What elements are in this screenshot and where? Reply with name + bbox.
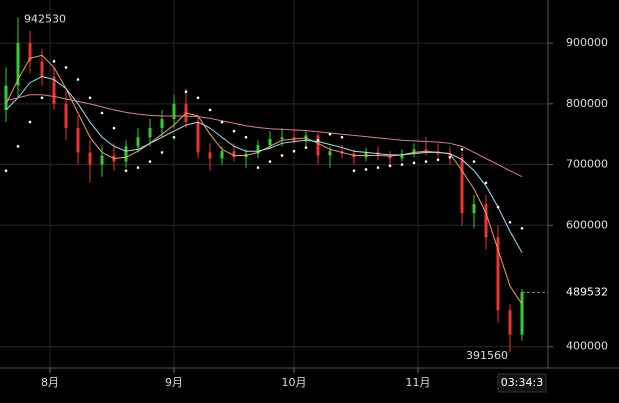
sar-dot [436, 158, 440, 162]
candle-body [88, 152, 92, 165]
sar-dot [28, 120, 32, 124]
x-tick-label: 10月 [282, 376, 307, 389]
sar-dot [208, 108, 212, 112]
sar-dot [112, 126, 116, 130]
sar-dot [268, 160, 272, 163]
candle-body [28, 43, 32, 62]
sar-dot [328, 132, 332, 136]
x-tick-label: 8月 [41, 376, 59, 389]
candle-body [508, 310, 512, 335]
sar-dot [316, 138, 320, 142]
sar-dot [172, 135, 176, 139]
candle-body [364, 152, 368, 158]
sar-dot [196, 96, 200, 100]
y-tick-label: 400000 [566, 340, 608, 353]
candle-body [376, 152, 380, 157]
candle-body [76, 128, 80, 153]
candle-body [280, 137, 284, 140]
sar-dot [376, 166, 380, 169]
candle-body [196, 122, 200, 153]
candle-body [172, 103, 176, 120]
candle-body [316, 135, 320, 156]
sar-dot [388, 164, 392, 168]
candle-body [472, 204, 476, 214]
sar-dot [412, 161, 416, 165]
time-label: 03:34:3 [501, 376, 543, 389]
candle-body [100, 155, 104, 165]
y-tick-label: 600000 [566, 218, 608, 231]
sar-dot [220, 120, 224, 124]
sar-dot [40, 96, 44, 100]
candle-body [64, 103, 68, 129]
sar-dot [16, 145, 20, 148]
sar-dot [448, 155, 452, 159]
sar-dot [364, 168, 368, 171]
sar-dot [304, 146, 308, 149]
sar-dot [64, 66, 68, 69]
moving-average [5, 94, 523, 178]
sar-dot [472, 160, 476, 163]
sar-dot [4, 169, 8, 172]
candle-body [256, 145, 260, 154]
sar-dot [460, 148, 464, 151]
candle-body [16, 43, 20, 86]
candle-body [400, 153, 404, 159]
candle-body [148, 128, 152, 138]
candle-body [160, 119, 164, 129]
candle-body [208, 152, 212, 159]
candle-body [124, 146, 128, 162]
candle-body [136, 137, 140, 147]
moving-average [5, 75, 523, 253]
sar-dot [280, 154, 284, 157]
sar-dot [400, 163, 404, 166]
sar-dot [340, 135, 344, 139]
candle-body [412, 149, 416, 154]
y-tick-label: 700000 [566, 158, 608, 171]
candle-body [52, 76, 56, 104]
candle-body [40, 61, 44, 77]
x-tick-label: 9月 [165, 376, 183, 389]
sar-dot [496, 205, 500, 209]
y-tick-label: 800000 [566, 97, 608, 110]
last-price-box [556, 284, 616, 301]
candle-body [328, 151, 332, 156]
sar-dot [244, 135, 248, 139]
last-price-label: 489532 [566, 285, 608, 298]
sar-dot [124, 169, 128, 172]
sar-dot [136, 166, 140, 169]
sar-dot [508, 220, 512, 224]
sar-dot [352, 169, 356, 172]
sar-dot [184, 90, 188, 93]
sar-dot [292, 149, 296, 153]
candle-body [424, 149, 428, 152]
sar-dot [256, 166, 260, 169]
candle-body [388, 156, 392, 159]
x-tick-label: 11月 [406, 376, 431, 389]
sar-dot [484, 181, 488, 185]
candle-body [496, 237, 500, 311]
sar-dot [232, 129, 236, 133]
sar-dot [160, 151, 164, 154]
low-label: 391560 [466, 349, 508, 362]
sar-dot [76, 78, 80, 81]
y-tick-label: 900000 [566, 36, 608, 49]
sar-dot [424, 160, 428, 163]
high-label: 942530 [24, 12, 66, 25]
sar-dot [52, 60, 56, 63]
candle-body [484, 204, 488, 238]
candle-body [232, 151, 236, 158]
time-label-box [497, 373, 547, 393]
candle-body [220, 151, 224, 159]
sar-dot [148, 160, 152, 163]
candle-body [448, 153, 452, 158]
sar-dot [88, 96, 92, 100]
candle-body [520, 292, 524, 335]
candle-body [268, 139, 272, 146]
candle-body [4, 85, 8, 110]
sar-dot [520, 227, 524, 230]
sar-dot [100, 111, 104, 115]
candle-body [460, 157, 464, 214]
